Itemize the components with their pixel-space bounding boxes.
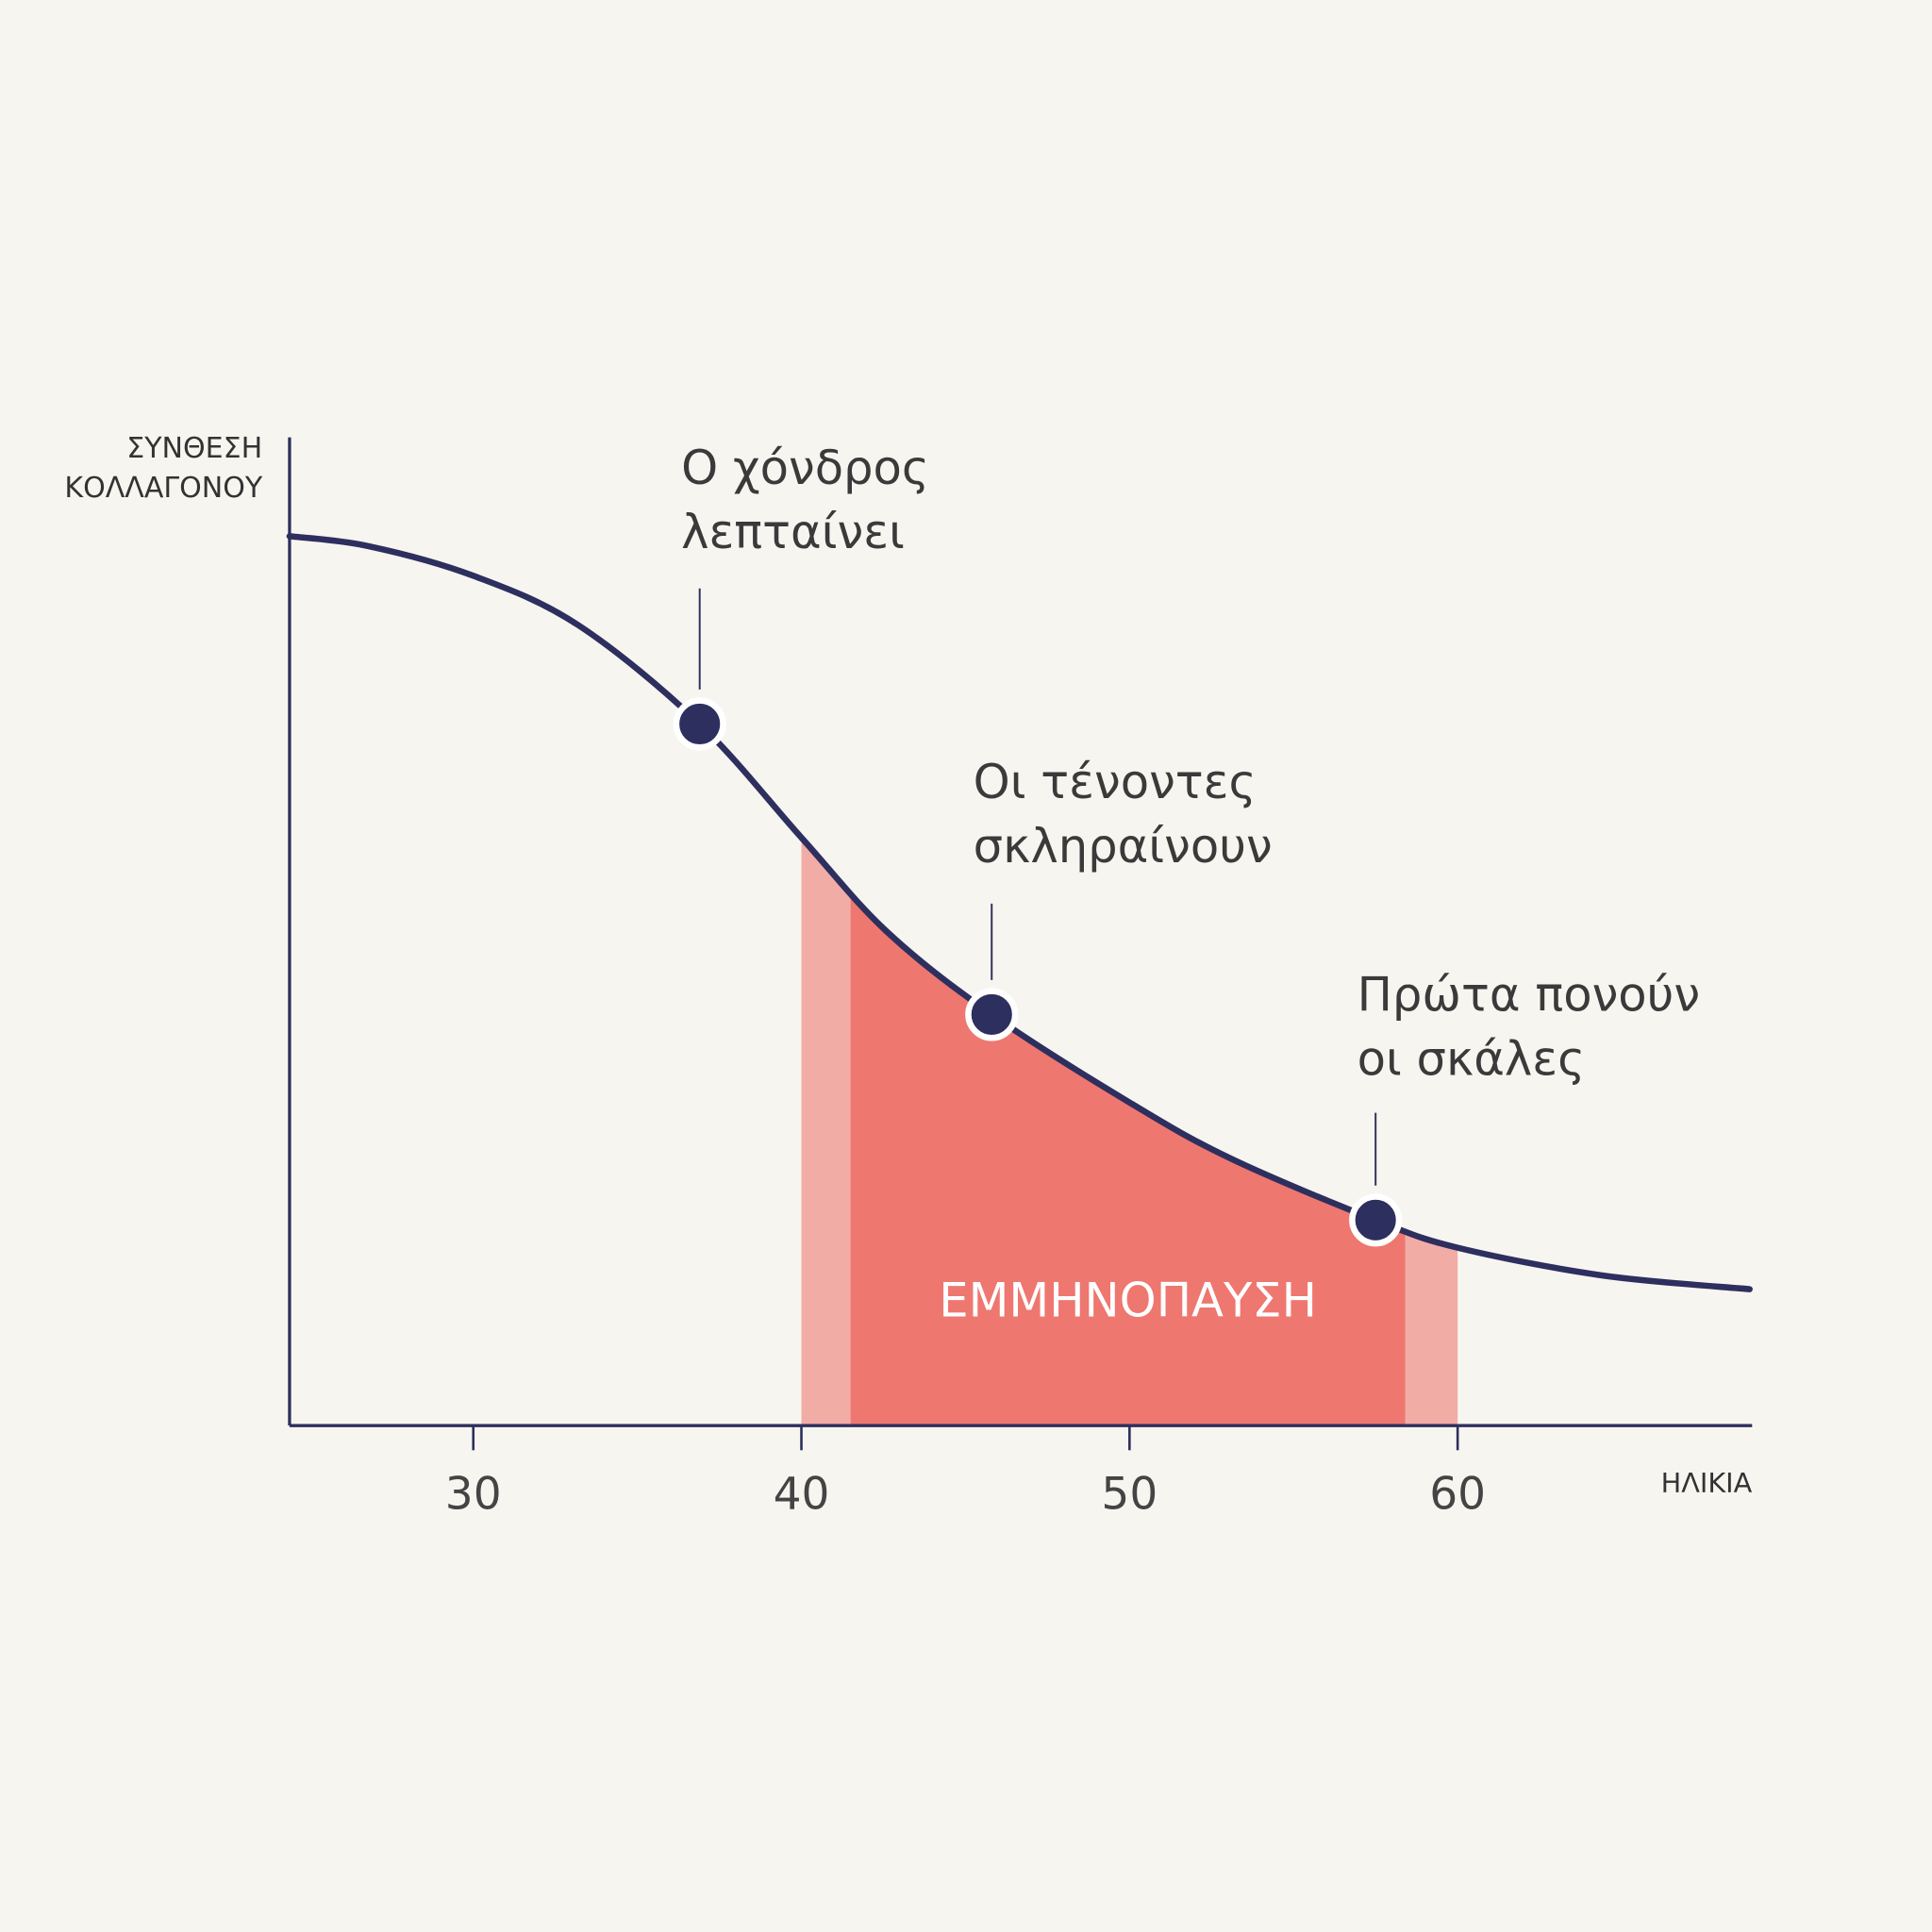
y-axis-label: ΣΥΝΘΕΣΗ <box>126 432 262 465</box>
x-tick-label: 30 <box>445 1468 502 1520</box>
annotation-point <box>673 697 726 751</box>
annotation-text: σκληραίνουν <box>974 819 1273 874</box>
annotation-text: Οι τένοντες <box>974 755 1257 809</box>
y-axis-label: ΚΟΛΛΑΓΟΝΟΥ <box>64 472 262 505</box>
annotation-point <box>1349 1193 1403 1247</box>
annotation-text: λεπταίνει <box>681 505 905 559</box>
annotation-point <box>965 988 1019 1041</box>
band-label: ΕΜΜΗΝΟΠΑΥΣΗ <box>939 1273 1317 1327</box>
annotation-text: οι σκάλες <box>1357 1032 1586 1087</box>
x-axis-label: ΗΛΙΚΙΑ <box>1661 1467 1753 1499</box>
annotation-text: Ο χόνδρος <box>681 441 929 495</box>
annotation-text: Πρώτα πονούν <box>1357 968 1701 1023</box>
x-tick-label: 60 <box>1429 1468 1486 1520</box>
x-tick-label: 50 <box>1101 1468 1158 1520</box>
line <box>286 533 1753 1292</box>
x-tick-label: 40 <box>774 1468 830 1520</box>
